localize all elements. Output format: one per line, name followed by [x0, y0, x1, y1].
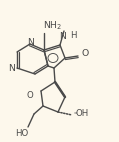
Text: N: N [60, 32, 66, 40]
Text: O: O [81, 49, 89, 58]
Text: N: N [28, 37, 34, 46]
Text: NH$_2$: NH$_2$ [43, 20, 63, 32]
Text: N: N [9, 63, 15, 73]
Text: '': '' [73, 111, 77, 117]
Text: O: O [27, 91, 33, 101]
Text: OH: OH [75, 109, 89, 119]
Text: H: H [70, 31, 76, 39]
Text: HO: HO [15, 129, 29, 137]
